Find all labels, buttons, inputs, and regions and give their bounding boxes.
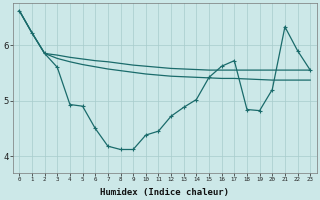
X-axis label: Humidex (Indice chaleur): Humidex (Indice chaleur) bbox=[100, 188, 229, 197]
